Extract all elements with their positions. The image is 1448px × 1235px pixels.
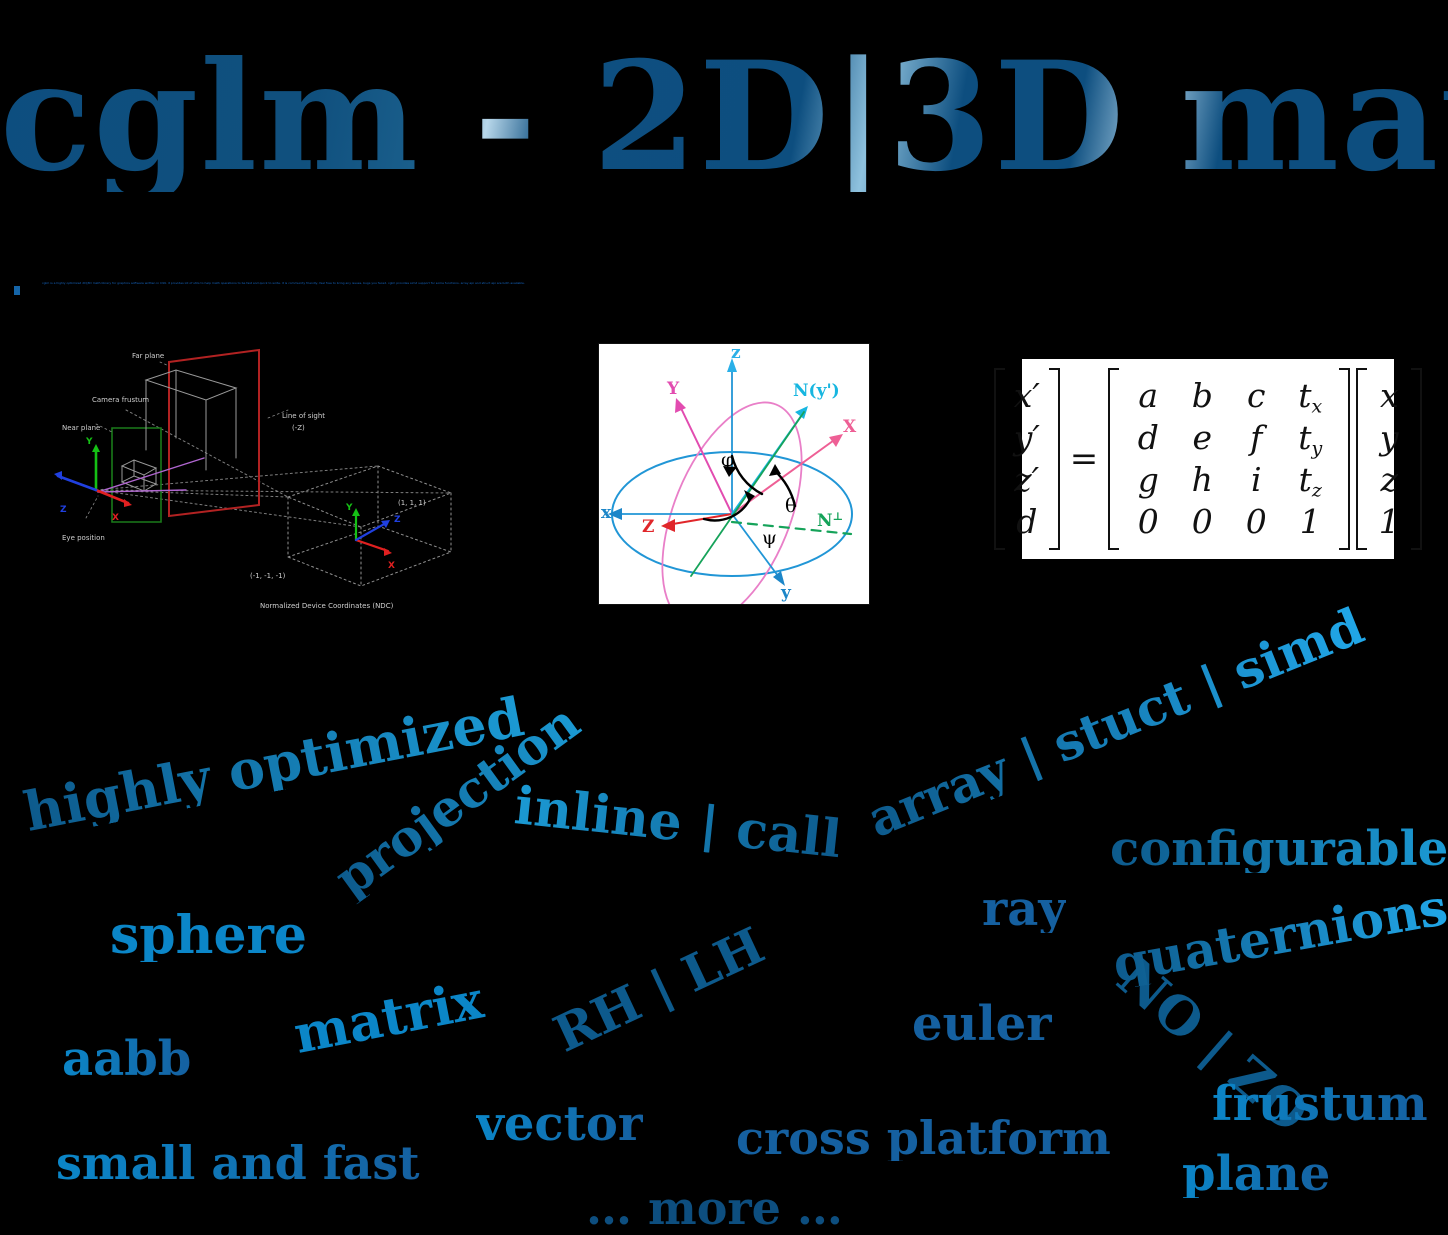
- frustum-label-far-plane: Far plane: [132, 352, 164, 360]
- matrix-equals-sign: =: [1069, 439, 1099, 479]
- euler-angles-diagram: Y X Z z x y N(y') N⊥ φ θ ψ: [598, 343, 870, 605]
- matrix-cell: f: [1250, 418, 1263, 457]
- euler-label-node-line: N(y'): [793, 381, 840, 401]
- frustum-axis-z-label: Z: [60, 505, 67, 515]
- euler-angle-theta: θ: [785, 495, 796, 517]
- wordcloud-word: configurable: [1110, 821, 1448, 877]
- frustum-label-near-plane: Near plane: [62, 424, 100, 432]
- frustum-label-line-of-sight-axis: (-Z): [292, 424, 305, 432]
- frustum-axis-x-label: X: [112, 513, 119, 523]
- frustum-label-line-of-sight: Line of sight: [282, 412, 325, 420]
- matrix-cell: x: [1379, 376, 1399, 415]
- frustum-label-camera-frustum: Camera frustum: [92, 396, 149, 404]
- matrix-cell: h: [1191, 460, 1213, 499]
- matrix-lhs-vector: x′ y′ z′ d: [993, 368, 1060, 550]
- euler-label-lower-z: z: [731, 344, 741, 363]
- matrix-cell: 0: [1137, 502, 1159, 541]
- matrix-cell: i: [1250, 460, 1262, 499]
- wordcloud-word: … more …: [586, 1181, 843, 1235]
- matrix-cell: 0: [1191, 502, 1213, 541]
- euler-label-lower-x: x: [601, 503, 612, 523]
- euler-angle-phi: φ: [721, 449, 734, 471]
- wordcloud-word: frustum: [1212, 1076, 1428, 1132]
- perspective-projection-frustum-diagram: Far plane Camera frustum Near plane Line…: [36, 340, 476, 615]
- wordcloud-word: matrix: [289, 969, 489, 1066]
- matrix-cell: e: [1192, 418, 1213, 457]
- matrix-cell: b: [1191, 376, 1213, 415]
- wordcloud-word: small and fast: [56, 1136, 420, 1190]
- ndc-axis-z-label: Z: [394, 515, 401, 525]
- matrix-cell: 1: [1299, 502, 1321, 541]
- matrix-cell: z′: [1014, 460, 1040, 499]
- subline-row: cglm is a highly optimized 2D|3D math li…: [0, 278, 1448, 302]
- wordcloud-word: aabb: [62, 1031, 192, 1087]
- frustum-label-ndc-min: (-1, -1, -1): [250, 572, 286, 580]
- wordcloud-word: quaternions: [1108, 877, 1448, 994]
- matrix-cell: tz: [1298, 460, 1322, 502]
- matrix-cell: 1: [1378, 502, 1400, 541]
- wordcloud-word: sphere: [110, 905, 308, 966]
- frustum-label-ndc-caption: Normalized Device Coordinates (NDC): [260, 602, 394, 610]
- matrix-cell: a: [1138, 376, 1159, 415]
- affine-transform-matrix-equation: x′ y′ z′ d = a b c tx d e f ty g: [993, 359, 1423, 559]
- wordcloud-word: inline | call: [511, 775, 845, 871]
- matrix-cell: ty: [1298, 418, 1323, 460]
- wordcloud-word: array | stuct | simd: [859, 595, 1372, 849]
- matrix-rhs-vector: x y z 1: [1356, 368, 1423, 550]
- ndc-axis-y-label: Y: [345, 503, 353, 513]
- wordcloud-word: euler: [912, 996, 1052, 1052]
- wordcloud-word: cross platform: [736, 1111, 1111, 1165]
- bullet-icon: [14, 286, 20, 295]
- subline-description: cglm is a highly optimized 2D|3D math li…: [42, 281, 525, 285]
- feature-word-cloud: highly optimized inline | call array | stu…: [0, 596, 1448, 1231]
- euler-label-upper-z: Z: [642, 517, 654, 537]
- matrix-cell: g: [1137, 460, 1159, 499]
- wordcloud-word: ray: [982, 881, 1067, 937]
- frustum-label-eye-position: Eye position: [62, 534, 105, 542]
- matrix-cell: y: [1379, 418, 1399, 457]
- matrix-cell: x′: [1013, 376, 1040, 415]
- matrix-cell: 0: [1245, 502, 1267, 541]
- matrix-cell: z: [1380, 460, 1398, 499]
- matrix-cell: tx: [1298, 376, 1323, 418]
- matrix-transform-4x4: a b c tx d e f ty g h i tz 0 0 0 1: [1108, 368, 1351, 550]
- wordcloud-word: plane: [1182, 1146, 1331, 1202]
- figure-row: Far plane Camera frustum Near plane Line…: [0, 335, 1448, 615]
- matrix-cell: d: [1016, 502, 1038, 541]
- wordcloud-word: vector: [476, 1096, 644, 1152]
- ndc-axis-x-label: X: [388, 561, 395, 571]
- euler-label-upper-y: Y: [666, 379, 680, 399]
- frustum-label-ndc-max: (1, 1, 1): [398, 499, 426, 507]
- matrix-cell: y′: [1013, 418, 1040, 457]
- wordcloud-word: RH | LH: [544, 915, 773, 1064]
- matrix-cell: d: [1137, 418, 1159, 457]
- euler-angle-psi: ψ: [762, 527, 777, 549]
- title-bar: cglm - 2D|3D math: [0, 0, 1448, 250]
- matrix-cell: c: [1247, 376, 1266, 415]
- euler-label-upper-x: X: [843, 417, 857, 437]
- frustum-axis-y-label: Y: [85, 437, 93, 447]
- euler-label-lower-y: y: [780, 583, 792, 603]
- page-title: cglm - 2D|3D math: [0, 42, 1448, 192]
